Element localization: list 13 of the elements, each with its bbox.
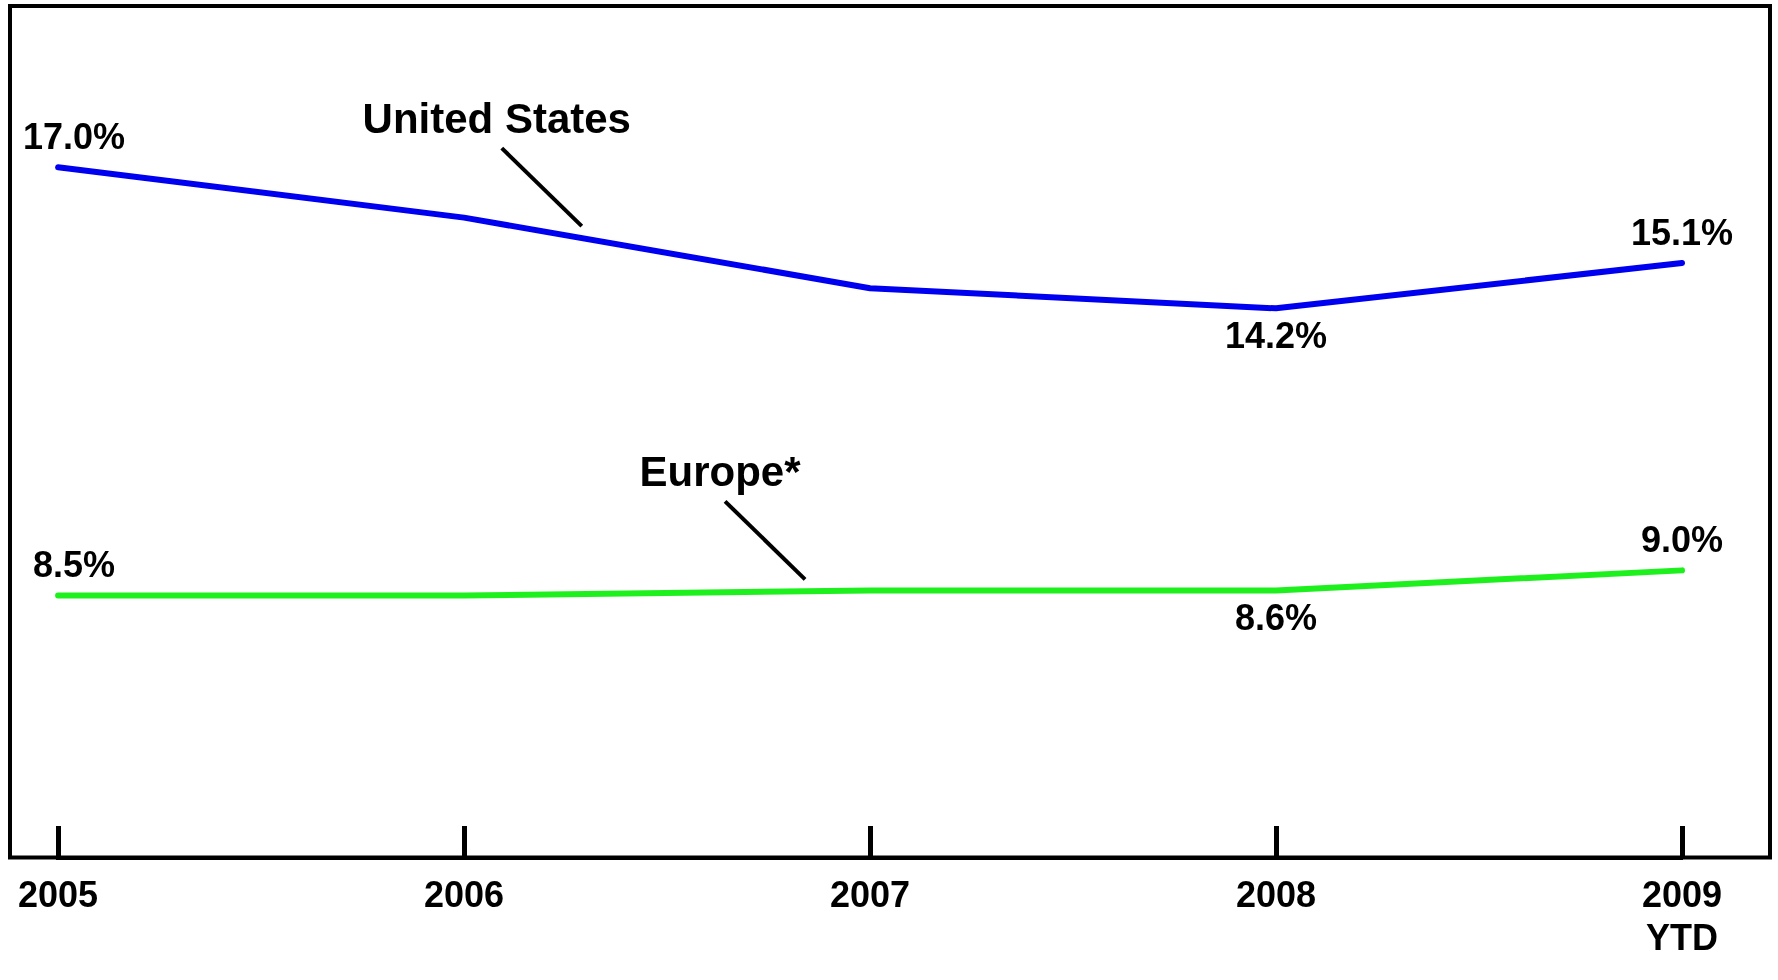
data-label: 9.0% (1640, 519, 1724, 561)
x-tick-label: 2008 (1235, 874, 1317, 916)
data-label: 14.2% (1224, 315, 1328, 357)
x-tick-label: 2006 (423, 874, 505, 916)
data-label: 17.0% (23, 116, 126, 158)
text: Europe* (639, 447, 802, 495)
x-tick-label: 2009 YTD (1641, 874, 1723, 959)
x-tick-label: 2007 (829, 874, 911, 916)
data-label: 8.5% (33, 544, 116, 586)
x-tick-label: 2005 (18, 874, 99, 916)
series-label: United States (362, 94, 631, 142)
data-label: 15.1% (1630, 211, 1734, 253)
data-label: 8.6% (1234, 597, 1318, 639)
